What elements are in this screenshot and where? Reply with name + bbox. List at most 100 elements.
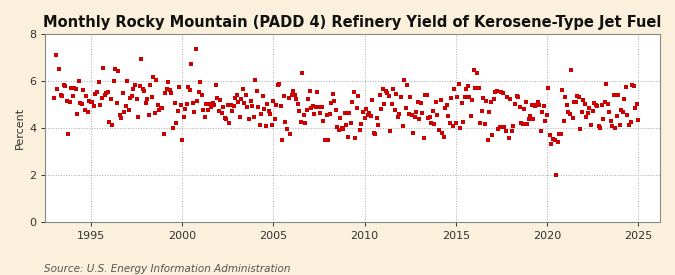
Point xyxy=(313,105,324,109)
Point xyxy=(575,127,586,131)
Point xyxy=(140,101,151,105)
Point xyxy=(522,122,533,126)
Point xyxy=(49,96,60,100)
Point xyxy=(182,102,192,106)
Point xyxy=(523,117,534,121)
Point xyxy=(244,117,254,121)
Point xyxy=(454,81,464,86)
Point xyxy=(274,82,285,87)
Point xyxy=(476,108,487,113)
Point xyxy=(348,90,359,94)
Point xyxy=(200,114,211,119)
Point xyxy=(221,117,232,121)
Point xyxy=(167,126,178,130)
Point xyxy=(614,123,625,128)
Point xyxy=(269,117,280,122)
Point xyxy=(367,98,377,102)
Point xyxy=(131,97,142,101)
Point xyxy=(618,109,628,114)
Point xyxy=(216,111,227,116)
Point xyxy=(201,101,212,106)
Point xyxy=(275,103,286,108)
Point xyxy=(418,136,429,140)
Point xyxy=(420,93,431,97)
Point xyxy=(387,102,398,106)
Point xyxy=(225,103,236,107)
Point xyxy=(452,95,462,100)
Point xyxy=(556,131,566,136)
Point xyxy=(139,89,150,93)
Point xyxy=(280,120,291,124)
Point xyxy=(154,108,165,112)
Point xyxy=(222,103,233,107)
Point xyxy=(610,126,621,130)
Point xyxy=(75,101,86,105)
Point xyxy=(295,119,306,124)
Point xyxy=(569,100,580,104)
Point xyxy=(572,94,583,98)
Point xyxy=(196,93,207,97)
Point xyxy=(342,135,353,139)
Point xyxy=(319,138,330,142)
Point xyxy=(126,93,137,98)
Point xyxy=(259,107,269,111)
Point xyxy=(82,110,93,114)
Point xyxy=(478,96,489,100)
Point xyxy=(541,113,552,117)
Point xyxy=(479,122,490,126)
Point xyxy=(481,99,491,103)
Point xyxy=(607,124,618,128)
Point xyxy=(286,93,297,98)
Point xyxy=(55,93,66,98)
Point xyxy=(72,112,82,116)
Point xyxy=(341,123,352,127)
Point xyxy=(114,113,125,117)
Point xyxy=(124,108,134,112)
Point xyxy=(364,111,375,115)
Point xyxy=(234,115,245,119)
Point xyxy=(267,123,277,127)
Point xyxy=(400,106,411,110)
Point xyxy=(105,97,116,101)
Point xyxy=(198,108,209,112)
Point xyxy=(425,115,435,119)
Point xyxy=(242,104,253,109)
Point xyxy=(468,68,479,72)
Point xyxy=(224,121,235,125)
Point xyxy=(281,127,292,132)
Point xyxy=(116,116,127,120)
Point xyxy=(323,138,333,142)
Point xyxy=(350,136,361,141)
Point xyxy=(630,106,641,110)
Point xyxy=(292,102,303,106)
Point xyxy=(593,124,604,128)
Point xyxy=(408,131,418,135)
Point xyxy=(74,78,84,83)
Point xyxy=(512,94,523,99)
Point xyxy=(160,90,171,95)
Point xyxy=(291,97,302,101)
Point xyxy=(265,112,275,116)
Point xyxy=(535,128,546,133)
Point xyxy=(502,95,513,99)
Point xyxy=(563,110,574,114)
Point xyxy=(581,115,592,119)
Point xyxy=(432,112,443,117)
Point xyxy=(151,78,162,82)
Point xyxy=(207,100,218,105)
Point xyxy=(257,94,268,98)
Point xyxy=(233,100,244,104)
Point xyxy=(261,124,271,128)
Point xyxy=(192,99,202,103)
Point xyxy=(283,96,294,100)
Point xyxy=(206,105,217,109)
Point xyxy=(381,89,392,93)
Point xyxy=(188,100,198,105)
Point xyxy=(254,122,265,127)
Point xyxy=(163,79,174,84)
Point xyxy=(625,120,636,124)
Point xyxy=(369,130,379,135)
Point xyxy=(429,122,440,127)
Point xyxy=(52,87,63,91)
Point xyxy=(228,104,239,108)
